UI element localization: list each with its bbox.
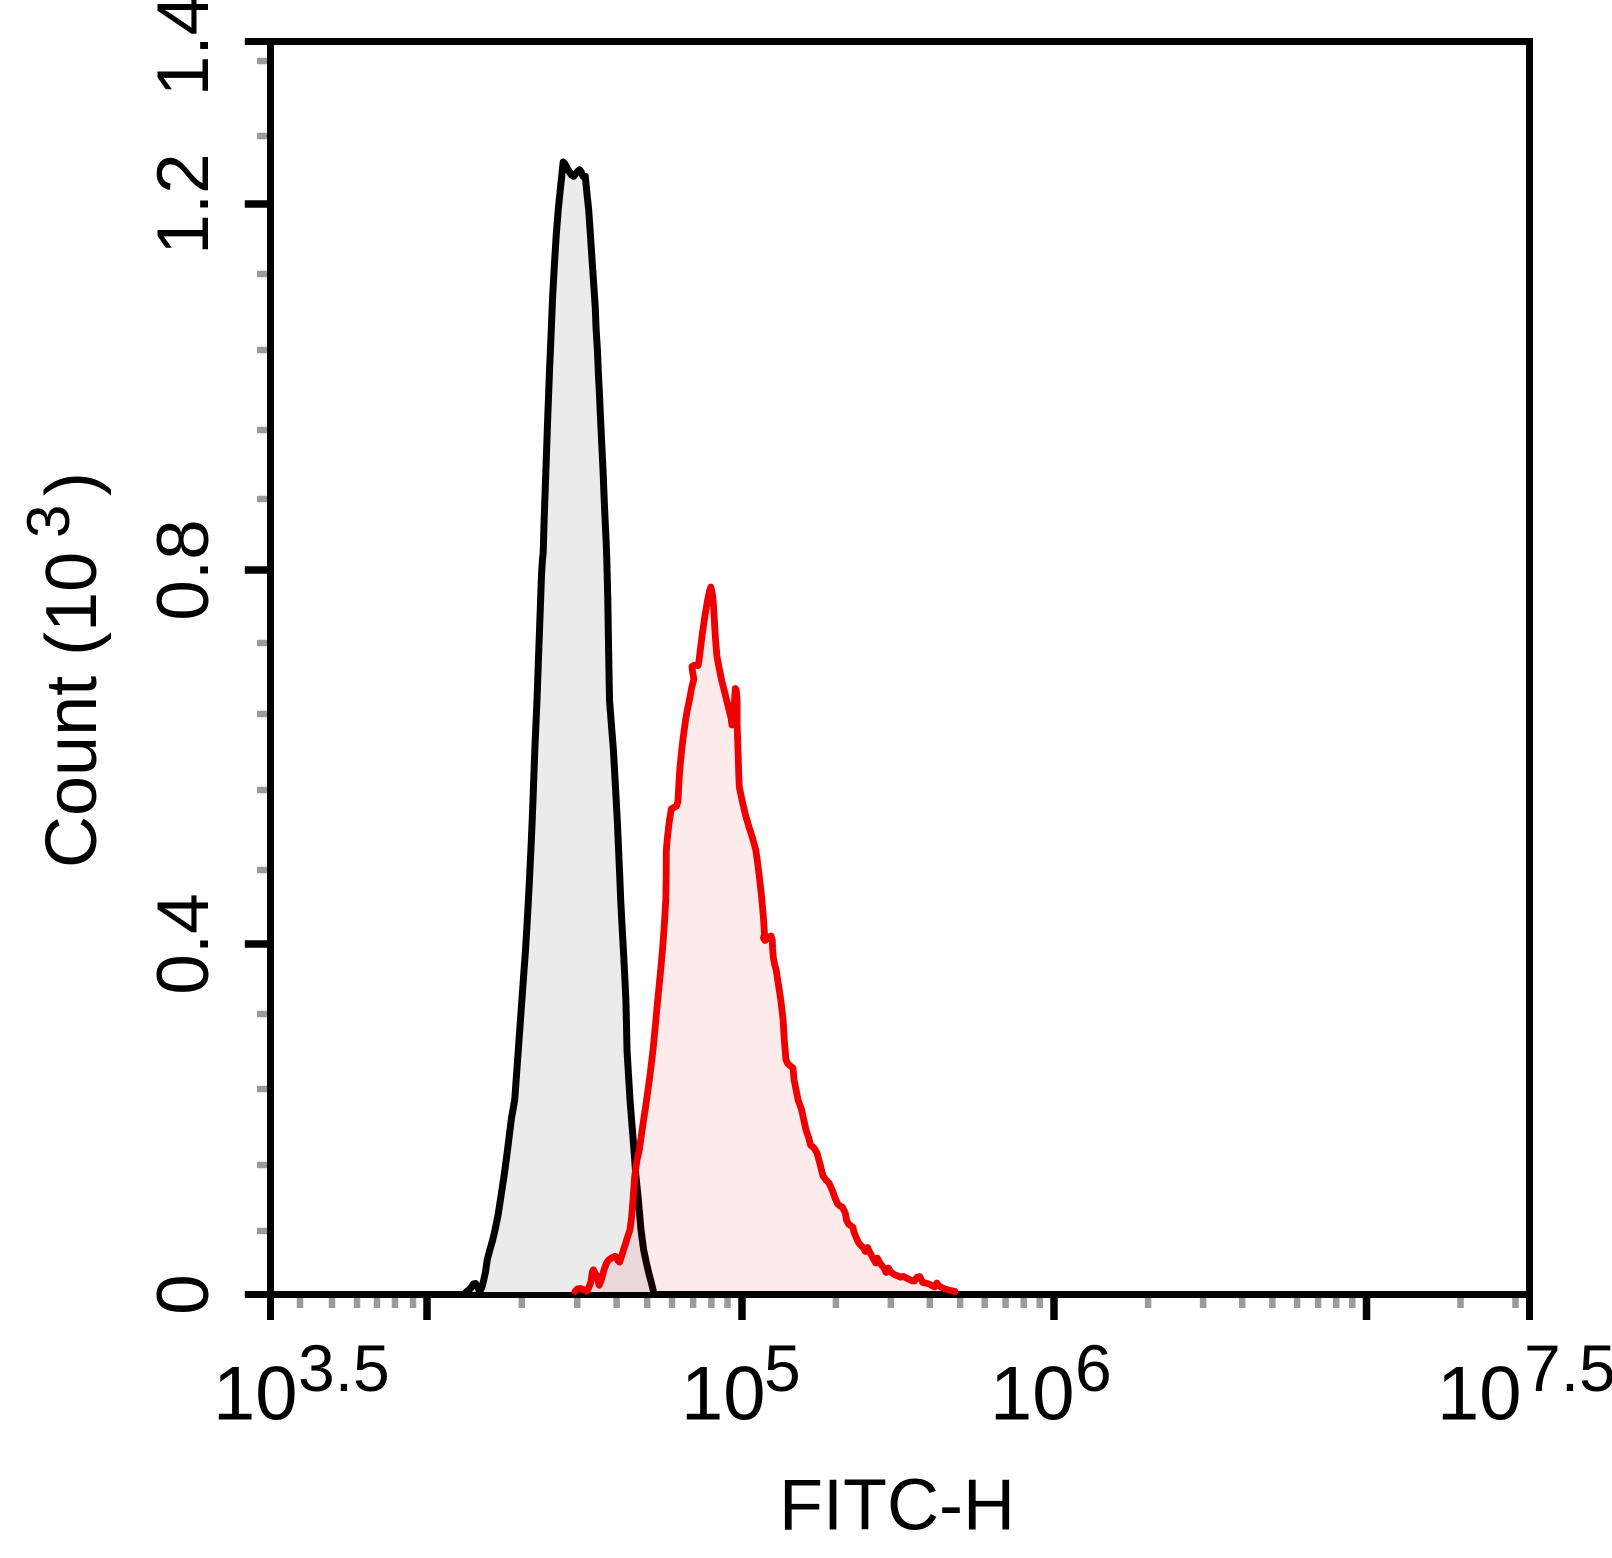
svg-text:FITC-H: FITC-H	[779, 1466, 1015, 1546]
svg-text:10: 10	[1437, 1352, 1522, 1437]
svg-text:): )	[32, 472, 112, 496]
svg-text:6: 6	[1075, 1331, 1112, 1405]
svg-text:5: 5	[764, 1331, 801, 1405]
svg-text:3.5: 3.5	[298, 1331, 390, 1405]
svg-text:10: 10	[213, 1352, 298, 1437]
svg-text:0.8: 0.8	[143, 519, 224, 620]
svg-text:10: 10	[990, 1352, 1075, 1437]
svg-text:7.5: 7.5	[1524, 1331, 1612, 1405]
svg-text:1.2: 1.2	[143, 153, 224, 254]
svg-text:1.4: 1.4	[143, 0, 224, 96]
svg-text:0: 0	[143, 1274, 224, 1315]
svg-text:10: 10	[681, 1352, 766, 1437]
svg-text:0.4: 0.4	[143, 893, 224, 994]
svg-text:Count (10: Count (10	[32, 552, 112, 868]
svg-text:3: 3	[15, 505, 82, 538]
